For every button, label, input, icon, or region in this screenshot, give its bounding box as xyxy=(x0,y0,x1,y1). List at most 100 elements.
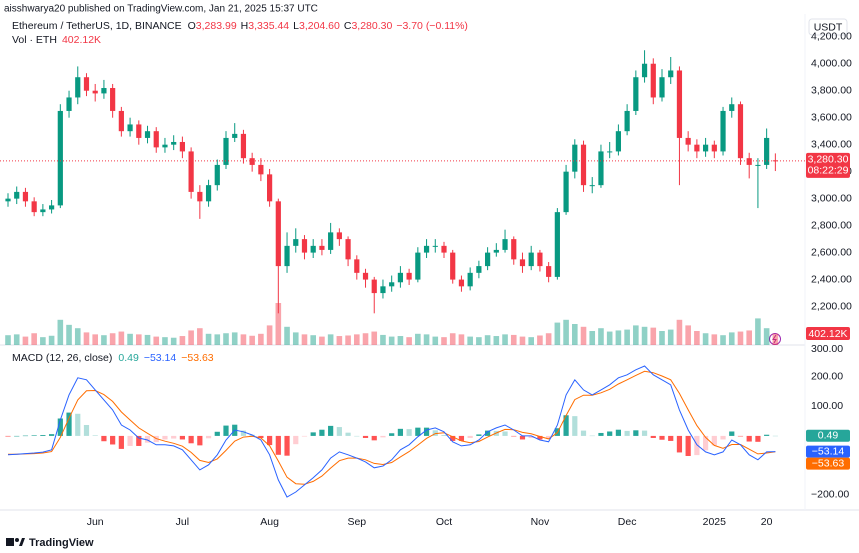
volume-bar xyxy=(136,334,142,345)
histogram-bar xyxy=(633,430,639,436)
histogram-bar xyxy=(485,430,491,436)
volume-bar xyxy=(606,331,613,345)
histogram-bar xyxy=(362,435,369,438)
histogram-bar xyxy=(546,435,552,439)
price-tick-label: 2,400.00 xyxy=(811,273,852,285)
candle-body xyxy=(703,144,709,152)
volume-bar xyxy=(423,334,430,345)
currency[interactable]: USDT xyxy=(814,21,843,33)
histogram-bar xyxy=(14,435,20,437)
volume-bar xyxy=(214,334,221,345)
volume-bar xyxy=(336,336,343,345)
volume-bar xyxy=(554,322,561,345)
candle-body xyxy=(668,70,674,78)
volume-bar xyxy=(598,328,604,345)
price-tick-label: 2,600.00 xyxy=(811,246,852,258)
histogram-bar xyxy=(57,418,63,436)
logo-part xyxy=(6,538,14,546)
histogram-bar xyxy=(607,431,613,436)
candle-body xyxy=(397,272,403,283)
histogram-bar xyxy=(450,435,456,441)
candle-body xyxy=(293,239,299,246)
histogram-bar xyxy=(624,430,630,436)
candle-body xyxy=(75,77,81,98)
histogram-bar xyxy=(110,435,116,445)
candle-body xyxy=(423,245,430,253)
candle-body xyxy=(607,151,613,153)
histogram-bar xyxy=(171,435,177,439)
volume-bar xyxy=(319,336,325,345)
volume-bar xyxy=(702,333,709,345)
footer-logo xyxy=(6,538,25,546)
candle-body xyxy=(633,77,639,111)
candle-body xyxy=(676,70,683,138)
candle-body xyxy=(589,185,595,187)
ohlc-value: 3,204.60 xyxy=(299,20,340,32)
candle-body xyxy=(764,137,770,165)
volume-bar xyxy=(310,335,316,345)
candle-body xyxy=(563,171,569,213)
x-tick-label: Jul xyxy=(176,516,189,528)
candle-body xyxy=(22,191,29,202)
histogram-bar xyxy=(458,435,465,441)
candle-body xyxy=(502,239,508,250)
candle-body xyxy=(301,239,308,253)
histogram-bar xyxy=(406,429,412,436)
candle-body xyxy=(153,131,159,148)
histogram-bar xyxy=(694,435,700,456)
volume-bar xyxy=(746,330,752,345)
histogram-bar xyxy=(293,435,299,445)
x-tick-label: Aug xyxy=(260,516,279,528)
histogram-bar xyxy=(240,430,247,436)
histogram-bar xyxy=(746,435,752,442)
candle-body xyxy=(162,144,168,148)
volume-bar xyxy=(728,332,735,345)
volume-bar xyxy=(57,319,64,345)
histogram-bar xyxy=(519,435,526,440)
histogram-bar xyxy=(75,413,81,436)
logo-part xyxy=(15,538,19,542)
symbol-title: Ethereum / TetherUS, 1D, BINANCE xyxy=(12,20,182,32)
candle-body xyxy=(101,88,107,94)
volume-bar xyxy=(275,303,282,345)
volume-bar xyxy=(772,333,779,345)
volume-bar xyxy=(144,334,151,345)
candle-body xyxy=(232,133,238,138)
histogram-bar xyxy=(572,416,578,436)
volume-bar xyxy=(476,337,482,345)
histogram-bar xyxy=(275,435,281,455)
volume-bar xyxy=(205,333,212,345)
last-price-box xyxy=(806,152,850,178)
histogram-bar xyxy=(179,435,185,440)
histogram-bar xyxy=(703,435,709,451)
candle-body xyxy=(328,232,334,250)
currency-box[interactable] xyxy=(808,18,848,36)
volume-bar xyxy=(659,331,665,345)
price-tick-label: 3,000.00 xyxy=(811,192,852,204)
volume-bar xyxy=(458,334,465,345)
volume-bar xyxy=(563,319,569,345)
volume-bar xyxy=(493,336,500,345)
candle-body xyxy=(572,144,578,172)
histogram-bar xyxy=(188,435,194,444)
candle-body xyxy=(31,201,37,213)
volume-bar xyxy=(467,336,473,345)
histogram-bar xyxy=(40,435,46,436)
histogram-bar xyxy=(267,435,273,446)
volume-bar xyxy=(5,335,11,345)
histogram-bar xyxy=(537,435,543,440)
histogram-bar xyxy=(118,435,124,449)
volume-bar xyxy=(83,332,90,345)
volume-bar xyxy=(380,334,386,345)
candle-body xyxy=(118,110,124,132)
volume-bar xyxy=(40,337,46,345)
histogram-bar xyxy=(598,432,604,436)
volume-bar xyxy=(109,333,116,345)
candle-body xyxy=(40,209,46,213)
macd-tick-label: −200.00 xyxy=(811,489,849,501)
ohlc-key: L xyxy=(293,20,299,32)
histogram-bar xyxy=(476,434,482,436)
macd-value: −53.14 xyxy=(144,352,177,364)
